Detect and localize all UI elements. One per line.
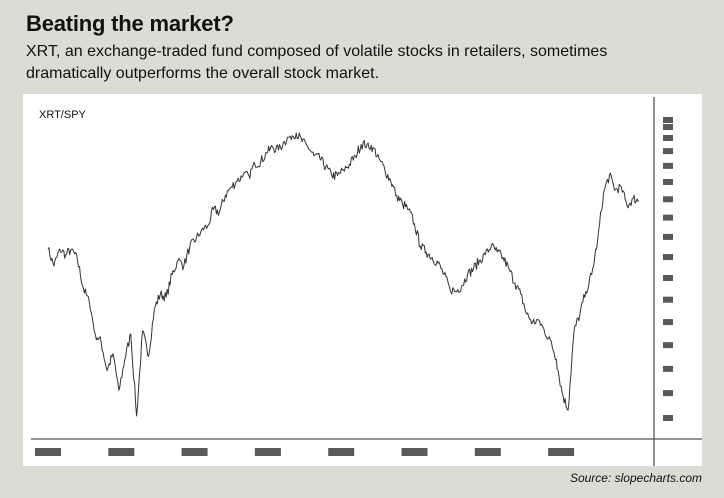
x-tick-mark: [108, 448, 135, 456]
y-tick-mark: [663, 214, 673, 221]
y-tick-mark: [663, 296, 673, 303]
chart-subtitle: XRT, an exchange-traded fund composed of…: [26, 43, 608, 82]
y-tick-mark: [663, 162, 673, 169]
y-tick-mark: [663, 178, 673, 185]
y-tick-mark: [663, 117, 673, 123]
chart-panel: XRT/SPY: [23, 94, 702, 466]
y-tick-mark: [663, 342, 673, 349]
tick-marks: [35, 117, 673, 456]
chart-title: Beating the market?: [26, 11, 234, 36]
y-tick-mark: [663, 365, 673, 372]
line-chart: XRT/SPY: [31, 97, 702, 466]
y-tick-mark: [663, 254, 673, 261]
source-note: Source: slopecharts.com: [569, 471, 702, 485]
y-tick-mark: [663, 233, 673, 240]
x-tick-mark: [35, 448, 61, 456]
y-tick-mark: [663, 134, 673, 141]
x-tick-mark: [181, 448, 208, 456]
x-tick-mark: [328, 448, 355, 456]
y-tick-mark: [663, 124, 673, 131]
x-tick-mark: [548, 448, 575, 456]
y-tick-mark: [663, 148, 673, 155]
x-tick-mark: [474, 448, 501, 456]
y-tick-mark: [663, 319, 673, 326]
y-tick-mark: [663, 196, 673, 203]
y-tick-mark: [663, 274, 673, 281]
y-tick-mark: [663, 390, 673, 397]
x-tick-mark: [401, 448, 428, 456]
series-label: XRT/SPY: [39, 109, 87, 121]
series-line-xrt-spy: [47, 132, 640, 417]
x-tick-mark: [254, 448, 281, 456]
axes: [31, 97, 702, 466]
series-lines: [47, 132, 640, 417]
y-tick-mark: [663, 415, 673, 421]
